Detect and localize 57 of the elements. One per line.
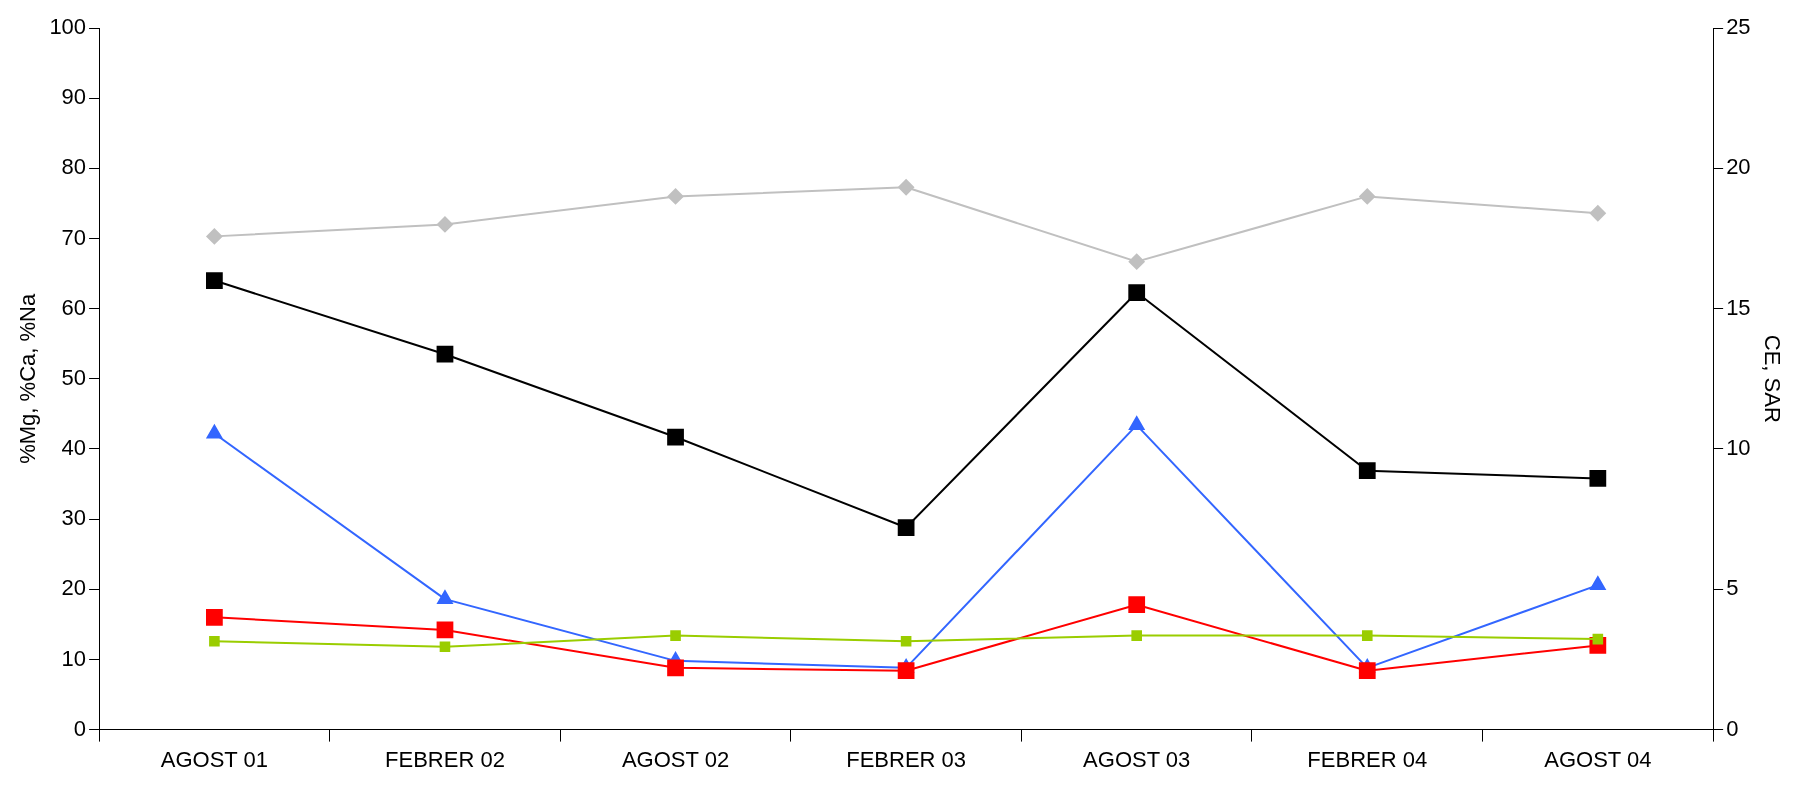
point <box>206 608 223 626</box>
point <box>1128 596 1146 614</box>
y-tick-label: 30 <box>61 505 87 531</box>
y2-tick-label: 5 <box>1726 575 1739 601</box>
point <box>1361 630 1373 641</box>
y-tick-label: 40 <box>61 435 87 461</box>
point <box>436 345 454 363</box>
point <box>1128 284 1146 301</box>
point <box>436 216 453 233</box>
point <box>437 590 453 605</box>
point <box>897 519 915 536</box>
point <box>900 635 912 647</box>
point <box>898 179 915 196</box>
x-tick-label: FEBRER 03 <box>846 746 967 772</box>
point <box>1128 253 1145 270</box>
point <box>439 641 451 653</box>
y2-axis-title: CE, SAR <box>1759 334 1785 423</box>
y-tick-label: 60 <box>61 294 87 320</box>
y2-tick-label: 15 <box>1726 294 1751 320</box>
y2-tick-label: 0 <box>1726 715 1739 741</box>
point <box>1358 462 1376 480</box>
point <box>1128 416 1145 431</box>
point <box>667 188 684 205</box>
point <box>897 662 915 680</box>
point <box>206 424 223 439</box>
point <box>1358 662 1376 680</box>
x-tick-label: AGOST 02 <box>621 746 730 772</box>
y-tick-label: 20 <box>61 575 87 601</box>
y2-tick-label: 20 <box>1726 154 1751 180</box>
y2-tick-label: 25 <box>1726 14 1751 40</box>
y-axis-title: %Mg, %Ca, %Na <box>15 293 41 464</box>
x-tick-label: FEBRER 02 <box>385 746 505 772</box>
x-tick-label: AGOST 03 <box>1083 746 1191 772</box>
point <box>1131 630 1142 641</box>
point <box>206 272 223 289</box>
x-tick-label: AGOST 04 <box>1544 746 1652 772</box>
x-tick-label: FEBRER 04 <box>1307 746 1428 772</box>
point <box>436 621 454 639</box>
point <box>209 635 220 647</box>
y-tick-label: 50 <box>61 364 87 390</box>
y-tick-label: 100 <box>49 14 87 40</box>
point <box>206 228 223 245</box>
point <box>1359 188 1376 205</box>
y-tick-label: 70 <box>61 224 87 250</box>
point <box>670 630 681 641</box>
y-tick-label: 80 <box>61 154 87 180</box>
point <box>1592 633 1604 645</box>
y-tick-label: 10 <box>61 645 87 671</box>
point <box>1590 576 1606 590</box>
point <box>667 428 684 446</box>
point <box>667 659 684 677</box>
point <box>1589 205 1606 222</box>
x-tick-label: AGOST 01 <box>160 746 268 772</box>
y2-tick-label: 10 <box>1726 435 1751 461</box>
point <box>1589 470 1607 487</box>
y-tick-label: 0 <box>73 715 87 741</box>
y-tick-label: 90 <box>61 84 87 110</box>
